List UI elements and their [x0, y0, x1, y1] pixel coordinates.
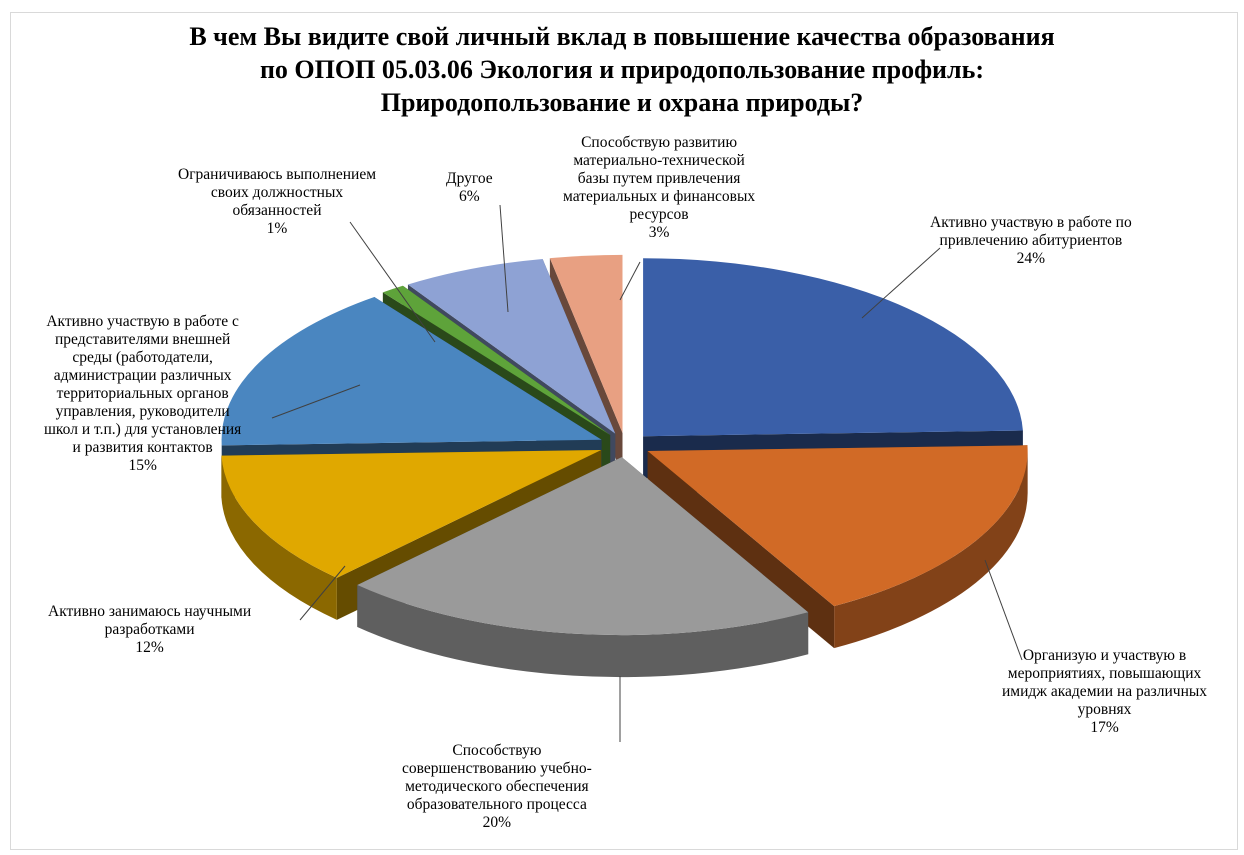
chart-frame	[10, 12, 1238, 850]
label-line: привлечению абитуриентов	[939, 232, 1123, 249]
label-line: Активно участвую в работе с	[46, 313, 239, 330]
slice-abiturient	[643, 258, 1023, 479]
label-line: обязанностей	[232, 202, 322, 219]
label-line: Другое	[446, 170, 493, 187]
slice-top	[407, 258, 616, 434]
chart-title-line-2: по ОПОП 05.03.06 Экология и природопольз…	[259, 55, 985, 84]
label-line: Способствую развитию	[581, 134, 738, 151]
label-abiturient: Активно участвую в работе по привлечению…	[930, 214, 1132, 268]
slice-events	[647, 445, 1028, 649]
label-line: материальных и финансовых	[563, 188, 756, 205]
leader-line	[271, 384, 361, 419]
slice-top	[221, 449, 602, 578]
label-percent: 24%	[1016, 250, 1046, 267]
chart-title-line-3: Природопользование и охрана природы?	[380, 88, 864, 117]
label-line: Активно занимаюсь научными	[48, 603, 252, 620]
slice-top	[221, 297, 602, 446]
label-duties: Ограничиваюсь выполнением своих должност…	[178, 166, 376, 238]
label-line: базы путем привлечения	[577, 170, 741, 187]
slice-top	[357, 457, 809, 636]
label-line: имидж академии на различных	[1002, 683, 1208, 700]
label-events: Организую и участвую в мероприятиях, пов…	[1002, 647, 1207, 737]
label-percent: 20%	[482, 814, 512, 831]
label-percent: 6%	[459, 188, 480, 205]
label-percent: 12%	[135, 639, 164, 656]
label-line: администрации различных	[53, 367, 232, 384]
slice-rim	[834, 450, 1028, 649]
label-science: Активно занимаюсь научными разработками …	[48, 603, 251, 657]
chart-title: В чем Вы видите свой личный вклад в повы…	[0, 20, 1244, 119]
label-other: Другое 6%	[446, 170, 493, 206]
label-percent: 15%	[128, 457, 157, 474]
label-line: Активно участвую в работе по	[930, 214, 1132, 231]
label-line: управления, руководители	[55, 403, 230, 420]
label-line: материально-технической	[573, 152, 745, 169]
label-line: территориальных органов	[56, 385, 229, 402]
label-percent: 17%	[1090, 719, 1119, 736]
slice-rim	[357, 584, 809, 678]
label-line: Способствую	[452, 742, 542, 759]
label-line: Организую и участвую в	[1022, 647, 1187, 664]
chart-title-line-1: В чем Вы видите свой личный вклад в повы…	[189, 22, 1055, 51]
label-line: образовательного процесса	[406, 796, 587, 813]
label-line: разработками	[104, 621, 195, 638]
leader-line	[861, 247, 941, 319]
label-line: Ограничиваюсь выполнением	[178, 166, 377, 183]
label-line: ресурсов	[629, 206, 689, 223]
slice-top	[647, 445, 1028, 607]
label-material-base: Способствую развитию материально-техниче…	[563, 134, 755, 242]
label-percent: 1%	[266, 220, 288, 237]
label-line: среды (работодатели,	[72, 349, 213, 366]
label-methodical: Способствую совершенствованию учебно- ме…	[402, 742, 592, 832]
label-line: школ и т.п.) для установления	[44, 421, 242, 438]
slice-methodical	[357, 457, 809, 678]
leader-line	[984, 559, 1023, 661]
slice-top	[643, 258, 1023, 437]
label-line: уровнях	[1077, 701, 1132, 718]
label-line: мероприятиях, повышающих	[1007, 665, 1202, 682]
label-line: методического обеспечения	[405, 778, 589, 795]
label-line: своих должностных	[210, 184, 344, 201]
label-line: представителями внешней	[54, 331, 231, 348]
label-percent: 3%	[648, 224, 670, 241]
leader-line	[349, 221, 436, 343]
leader-line	[619, 261, 641, 301]
label-line: совершенствованию учебно-	[402, 760, 592, 777]
leader-line	[499, 204, 509, 313]
slice-rim	[221, 455, 337, 620]
slice-top	[382, 285, 611, 435]
label-external: Активно участвую в работе с представител…	[44, 313, 241, 475]
label-line: и развития контактов	[72, 439, 213, 456]
leader-line	[299, 565, 346, 621]
slice-top	[549, 254, 623, 433]
